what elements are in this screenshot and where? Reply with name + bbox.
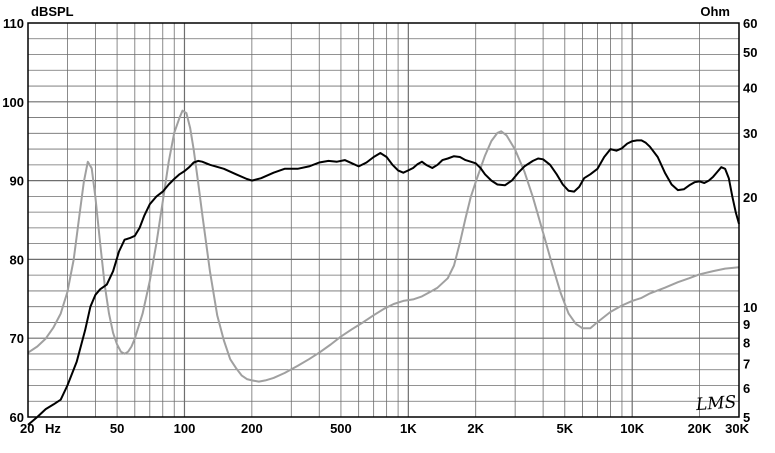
y-right-tick-label: 20 bbox=[743, 190, 757, 205]
impedance-curve bbox=[27, 109, 740, 383]
curves bbox=[27, 109, 740, 426]
x-tick-label: 1K bbox=[400, 421, 417, 436]
x-tick-label: 20K bbox=[688, 421, 712, 436]
y-right-tick-label: 30 bbox=[743, 126, 757, 141]
spl-curve bbox=[27, 139, 740, 426]
right-axis-unit: Ohm bbox=[700, 4, 730, 19]
y-left-tick-label: 90 bbox=[10, 174, 24, 189]
lms-watermark: LMS bbox=[694, 392, 737, 415]
y-right-tick-label: 10 bbox=[743, 300, 757, 315]
y-right-tick-label: 9 bbox=[743, 317, 750, 332]
x-tick-label: 30K bbox=[725, 421, 749, 436]
x-unit-label: Hz bbox=[45, 421, 61, 436]
y-right-tick-label: 5 bbox=[743, 410, 750, 425]
x-tick-label: 2K bbox=[467, 421, 484, 436]
y-right-tick-label: 50 bbox=[743, 45, 757, 60]
x-tick-label: 10K bbox=[620, 421, 644, 436]
y-left-tick-label: 70 bbox=[10, 331, 24, 346]
y-right-tick-label: 60 bbox=[743, 16, 757, 31]
y-right-tick-label: 40 bbox=[743, 80, 757, 95]
x-tick-label: 200 bbox=[241, 421, 263, 436]
plot-frame bbox=[27, 22, 740, 418]
y-right-tick-label: 6 bbox=[743, 381, 750, 396]
x-tick-label: 5K bbox=[556, 421, 573, 436]
y-right-tick-label: 8 bbox=[743, 335, 750, 350]
x-tick-label: 100 bbox=[174, 421, 196, 436]
x-tick-label: 20 bbox=[20, 421, 34, 436]
grid-lines bbox=[28, 23, 739, 417]
x-tick-label: 500 bbox=[330, 421, 352, 436]
x-tick-label: 50 bbox=[110, 421, 124, 436]
left-axis-unit: dBSPL bbox=[31, 4, 74, 19]
y-left-tick-label: 80 bbox=[10, 252, 24, 267]
y-left-tick-label: 110 bbox=[3, 16, 24, 31]
y-left-tick-label: 100 bbox=[2, 95, 24, 110]
y-right-tick-label: 7 bbox=[743, 357, 750, 372]
y-left-tick-label: 60 bbox=[10, 410, 24, 425]
